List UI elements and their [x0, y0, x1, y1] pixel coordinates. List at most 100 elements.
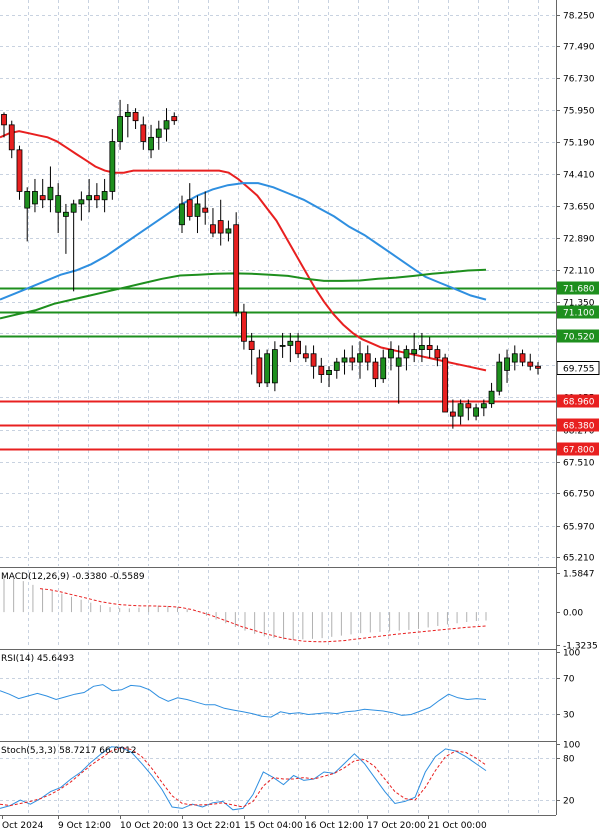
candle-body: [488, 390, 495, 405]
candle: [202, 191, 209, 225]
time-axis-label: 16 Oct 12:00: [305, 821, 364, 831]
candle: [419, 332, 425, 363]
candle: [39, 178, 46, 209]
time-axis: Oct 2024 9 Oct 12:00 10 Oct 20:00 13 Oct 22…: [2, 815, 487, 831]
resistance-label: 70.520: [563, 333, 595, 343]
price-axis: 78.250 77.490 76.730 75.950 75.190 74.410 73.6…: [556, 12, 600, 564]
price-tick-label: 66.750: [563, 490, 595, 500]
stochastic-title: Stoch(5,3,3) 58.7217 66.0012: [1, 746, 136, 756]
price-tick-label: 74.410: [563, 171, 595, 181]
rsi-title: RSI(14) 45.6493: [1, 654, 74, 664]
candle-body: [380, 357, 387, 380]
time-axis-label: 15 Oct 04:00: [244, 821, 303, 831]
time-axis-label: 21 Oct 00:00: [428, 821, 487, 831]
candle: [47, 166, 54, 213]
candle-body: [333, 361, 340, 371]
candle-body: [78, 199, 85, 205]
candle-body: [442, 357, 449, 413]
price-tick-label: 67.510: [563, 459, 595, 469]
candle-body: [519, 353, 526, 363]
candle-body: [496, 361, 503, 392]
candle-body: [70, 203, 77, 213]
macd-panel: 1.5847 0.00 -1.3235 MACD(12,26,9) -0.3380 …: [0, 567, 598, 652]
time-axis-label: 10 Oct 20:00: [120, 821, 179, 831]
candle-body: [186, 199, 193, 217]
candle-body: [341, 357, 348, 363]
candle: [101, 178, 108, 213]
stoch-tick-label: 100: [563, 741, 580, 751]
candle-body: [457, 403, 464, 417]
candle-body: [39, 195, 46, 201]
candle: [132, 108, 139, 130]
candle: [1, 112, 7, 138]
candle: [395, 345, 402, 404]
candle-body: [480, 403, 487, 409]
price-tick-label: 71.350: [563, 299, 595, 309]
candle: [310, 345, 317, 379]
candle: [271, 341, 278, 392]
price-tick-label: 75.190: [563, 139, 595, 149]
price-tick-label: 78.250: [563, 12, 595, 22]
candle-body: [411, 349, 418, 355]
candle: [357, 341, 363, 379]
candle: [279, 332, 286, 358]
resistance-label-bg: [557, 281, 599, 295]
candle-body: [326, 369, 332, 375]
candle: [70, 199, 77, 292]
candle: [24, 187, 31, 242]
candle: [248, 332, 255, 375]
candle: [527, 353, 534, 371]
time-axis-label: 13 Oct 22:01: [182, 821, 241, 831]
support-label-bg: [557, 442, 599, 456]
candle: [63, 203, 69, 254]
candle-body: [302, 353, 309, 359]
rsi-tick-label: 100: [563, 649, 580, 659]
price-tick-label: 65.210: [563, 554, 595, 564]
candle: [403, 345, 410, 371]
candle: [117, 99, 123, 150]
candle: [480, 399, 487, 417]
price-tick-label: 65.970: [563, 523, 595, 533]
candle-body: [473, 407, 479, 417]
candle-body: [210, 224, 216, 234]
ma-green-line: [0, 268, 487, 320]
resistance-label: 71.680: [563, 285, 595, 295]
candle-body: [372, 361, 379, 380]
candle-body: [388, 349, 394, 359]
price-tick-label: 72.890: [563, 235, 595, 245]
candle: [511, 345, 518, 371]
stoch-tick-label: 20: [563, 797, 575, 807]
rsi-panel: 100 70 30 RSI(14) 45.6493: [0, 649, 580, 740]
macd-tick-label: 1.5847: [563, 570, 595, 580]
candle-body: [241, 311, 247, 342]
candle-body: [364, 353, 371, 363]
candle: [264, 349, 271, 388]
candle: [488, 382, 495, 408]
candle: [287, 332, 294, 363]
candle: [457, 399, 464, 425]
candle: [86, 178, 93, 213]
candle: [194, 195, 201, 234]
level-lines: [0, 287, 556, 451]
candle-body: [357, 353, 363, 363]
candle-body: [16, 149, 23, 192]
candle-body: [279, 345, 286, 347]
candle-body: [179, 203, 185, 226]
candle-body: [86, 195, 93, 201]
candle-body: [24, 191, 31, 209]
price-tick-label: 76.730: [563, 75, 595, 85]
candle: [155, 120, 162, 150]
candle-body: [403, 349, 410, 359]
candle-body: [511, 353, 518, 363]
candle-body: [535, 365, 541, 369]
candle-body: [295, 340, 301, 355]
stoch-d-line: [0, 746, 487, 808]
candle: [179, 195, 185, 234]
candle-body: [1, 114, 7, 126]
candle-body: [264, 353, 271, 384]
price-tick-label: 72.110: [563, 267, 595, 277]
candle: [426, 337, 433, 358]
candle: [333, 357, 340, 379]
candle: [504, 349, 510, 383]
